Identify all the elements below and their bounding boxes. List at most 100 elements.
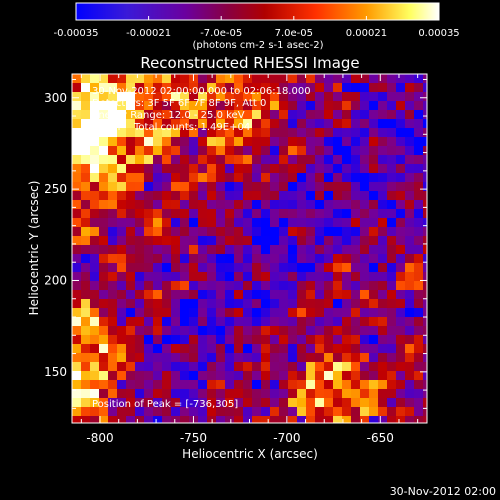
heatmap-pixel: [198, 308, 207, 317]
heatmap-pixel: [81, 182, 90, 191]
heatmap-pixel: [261, 146, 270, 155]
heatmap-pixel: [252, 191, 261, 200]
heatmap-pixel: [387, 254, 396, 263]
heatmap-pixel: [243, 137, 252, 146]
heatmap-pixel: [333, 164, 342, 173]
heatmap-pixel: [423, 146, 427, 155]
heatmap-pixel: [198, 299, 207, 308]
heatmap-pixel: [333, 299, 342, 308]
heatmap-pixel: [360, 353, 369, 362]
heatmap-pixel: [189, 371, 198, 380]
heatmap-pixel: [423, 407, 427, 416]
heatmap-pixel: [270, 200, 279, 209]
heatmap-pixel: [216, 209, 225, 218]
heatmap-pixel: [99, 371, 108, 380]
heatmap-pixel: [423, 353, 427, 362]
heatmap-pixel: [180, 209, 189, 218]
heatmap-pixel: [171, 416, 180, 423]
heatmap-pixel: [261, 344, 270, 353]
heatmap-pixel: [171, 389, 180, 398]
heatmap-pixel: [234, 299, 243, 308]
heatmap-pixel: [198, 371, 207, 380]
heatmap-pixel: [405, 128, 414, 137]
heatmap-pixel: [108, 227, 117, 236]
heatmap-pixel: [234, 326, 243, 335]
heatmap-pixel: [117, 353, 126, 362]
heatmap-pixel: [171, 362, 180, 371]
heatmap-pixel: [351, 353, 360, 362]
heatmap-pixel: [90, 272, 99, 281]
heatmap-pixel: [378, 119, 387, 128]
heatmap-pixel: [126, 218, 135, 227]
heatmap-pixel: [297, 317, 306, 326]
heatmap-pixel: [288, 110, 297, 119]
heatmap-pixel: [315, 362, 324, 371]
heatmap-pixel: [297, 209, 306, 218]
heatmap-pixel: [225, 128, 234, 137]
heatmap-pixel: [81, 299, 90, 308]
heatmap-pixel: [81, 218, 90, 227]
heatmap-pixel: [423, 317, 427, 326]
heatmap-pixel: [360, 83, 369, 92]
heatmap-pixel: [306, 398, 315, 407]
heatmap-pixel: [243, 353, 252, 362]
heatmap-pixel: [126, 389, 135, 398]
heatmap-pixel: [252, 146, 261, 155]
heatmap-pixel: [378, 137, 387, 146]
heatmap-pixel: [72, 344, 81, 353]
heatmap-pixel: [360, 272, 369, 281]
heatmap-pixel: [369, 200, 378, 209]
heatmap-pixel: [252, 326, 261, 335]
annotation-peak: Position of Peak = [-736,305]: [92, 399, 238, 410]
heatmap-pixel: [414, 254, 423, 263]
heatmap-pixel: [162, 182, 171, 191]
heatmap-pixel: [126, 92, 135, 101]
heatmap-pixel: [108, 326, 117, 335]
heatmap-pixel: [288, 326, 297, 335]
heatmap-pixel: [360, 182, 369, 191]
heatmap-pixel: [225, 371, 234, 380]
heatmap-pixel: [234, 119, 243, 128]
heatmap-pixel: [225, 245, 234, 254]
heatmap-pixel: [171, 101, 180, 110]
heatmap-pixel: [378, 191, 387, 200]
heatmap-pixel: [207, 182, 216, 191]
heatmap-pixel: [216, 146, 225, 155]
colorbar-tick-label: -0.00021: [126, 28, 171, 39]
heatmap-pixel: [198, 200, 207, 209]
heatmap-pixel: [117, 344, 126, 353]
heatmap-pixel: [288, 101, 297, 110]
heatmap-pixel: [171, 92, 180, 101]
heatmap-pixel: [144, 173, 153, 182]
heatmap-pixel: [72, 227, 81, 236]
heatmap-pixel: [153, 119, 162, 128]
heatmap-pixel: [153, 344, 162, 353]
heatmap-pixel: [216, 173, 225, 182]
heatmap-pixel: [117, 83, 126, 92]
heatmap-pixel: [288, 236, 297, 245]
heatmap-pixel: [279, 119, 288, 128]
heatmap-pixel: [99, 299, 108, 308]
heatmap-pixel: [315, 146, 324, 155]
heatmap-pixel: [162, 362, 171, 371]
heatmap-pixel: [378, 344, 387, 353]
heatmap-pixel: [387, 326, 396, 335]
heatmap-pixel: [369, 371, 378, 380]
heatmap-pixel: [270, 137, 279, 146]
heatmap-pixel: [234, 254, 243, 263]
heatmap-pixel: [288, 92, 297, 101]
heatmap-pixel: [423, 218, 427, 227]
heatmap-pixel: [243, 209, 252, 218]
heatmap-pixel: [243, 389, 252, 398]
heatmap-pixel: [189, 182, 198, 191]
heatmap-pixel: [144, 218, 153, 227]
heatmap-pixel: [405, 101, 414, 110]
heatmap-pixel: [234, 128, 243, 137]
heatmap-pixel: [243, 227, 252, 236]
heatmap-pixel: [369, 335, 378, 344]
heatmap-pixel: [342, 416, 351, 423]
heatmap-pixel: [189, 110, 198, 119]
heatmap-pixel: [225, 362, 234, 371]
heatmap-pixel: [396, 281, 405, 290]
heatmap-pixel: [333, 218, 342, 227]
